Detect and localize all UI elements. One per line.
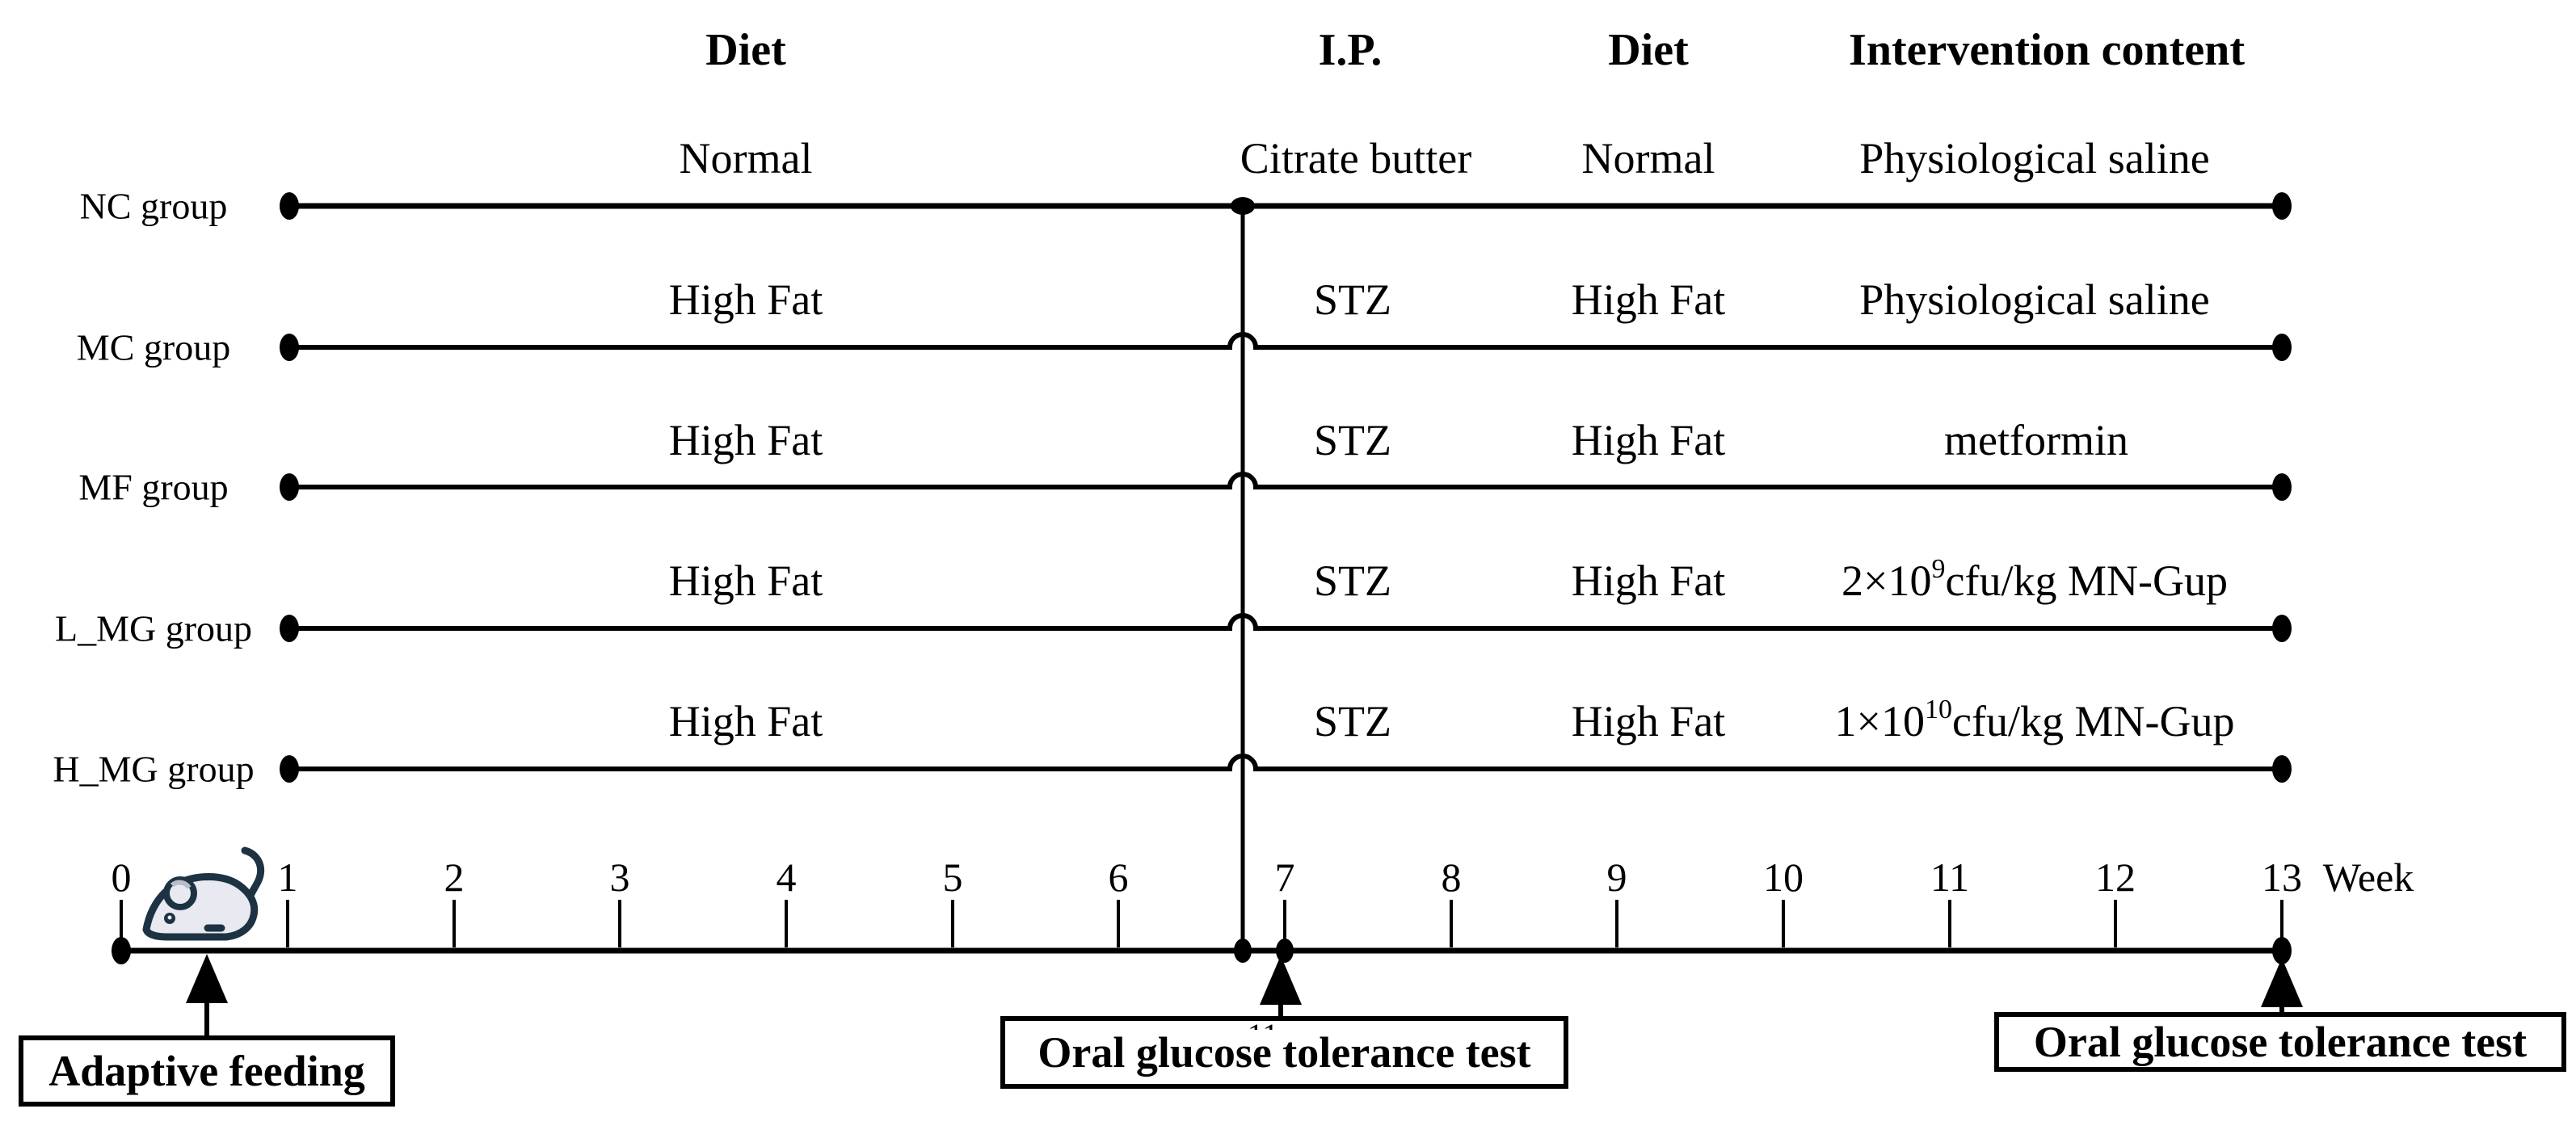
adaptive-feeding-label: Adaptive feeding	[48, 1047, 365, 1095]
week-tick-label-8: 8	[1441, 855, 1462, 900]
week-tick-marks	[120, 900, 2283, 947]
week-tick-label-12: 12	[2095, 855, 2136, 900]
group-line-mc	[289, 332, 2282, 350]
mc-diet-post: High Fat	[1571, 275, 1726, 324]
week-axis-unit-label: Week	[2322, 855, 2414, 900]
hmg-dose-mantissa: 1×10	[1834, 697, 1926, 746]
adaptive-feeding-arrow-icon	[186, 954, 228, 1039]
week-tick-label-3: 3	[609, 855, 630, 900]
column-header-intervention: Intervention content	[1849, 25, 2245, 75]
lmg-dose-mantissa: 2×10	[1842, 556, 1932, 605]
group-label-nc: NC group	[79, 185, 228, 227]
week-tick-label-13: 13	[2262, 855, 2302, 900]
overlapped-week-label: 11	[1235, 1021, 1291, 1030]
group-label-mc: MC group	[76, 326, 231, 368]
column-header-diet-post: Diet	[1608, 25, 1689, 75]
lmg-ip: STZ	[1313, 556, 1392, 605]
mouse-inner-ear	[170, 880, 192, 889]
nc-diet-post: Normal	[1581, 134, 1715, 183]
hmg-ip: STZ	[1313, 697, 1392, 746]
week-tick-label-2: 2	[444, 855, 465, 900]
ogtt-week13-arrow-icon	[2261, 958, 2303, 1017]
mc-intervention: Physiological saline	[1859, 275, 2210, 324]
lmg-diet-post: High Fat	[1571, 556, 1726, 605]
lmg-dose-exponent: 9	[1931, 554, 1946, 584]
nc-diet-pre: Normal	[679, 134, 813, 183]
lmg-intervention: 2×109cfu/kg MN-Gup	[1842, 554, 2228, 606]
mouse-body	[142, 873, 259, 941]
group-label-mf: MF group	[78, 466, 229, 508]
nc-intervention: Physiological saline	[1859, 134, 2210, 183]
hmg-diet-post: High Fat	[1571, 697, 1726, 746]
mouse-eye-highlight	[167, 915, 172, 920]
mouse-icon	[142, 846, 264, 941]
hmg-dose-exponent: 10	[1925, 695, 1953, 724]
week-tick-label-6: 6	[1108, 855, 1129, 900]
group-label-lmg: L_MG group	[54, 607, 253, 649]
lmg-dose-suffix: cfu/kg MN-Gup	[1945, 556, 2228, 605]
group-line-hmg	[289, 754, 2282, 771]
timeline-endpoint-dots	[112, 192, 2292, 964]
hmg-dose-suffix: cfu/kg MN-Gup	[1952, 697, 2235, 746]
week-tick-label-10: 10	[1763, 855, 1804, 900]
column-header-ip: I.P.	[1318, 25, 1383, 75]
week-tick-label-7: 7	[1274, 855, 1295, 900]
column-header-diet-pre: Diet	[705, 25, 786, 75]
ogtt-week7-arrow-icon	[1260, 956, 1302, 1021]
ogtt-week7-label: Oral glucose tolerance test	[1038, 1028, 1531, 1077]
nc-ip: Citrate butter	[1240, 134, 1472, 183]
week-tick-label-4: 4	[776, 855, 797, 900]
week-tick-label-11: 11	[1930, 855, 1970, 900]
lmg-diet-pre: High Fat	[668, 556, 823, 605]
ogtt-box-week13: Oral glucose tolerance test	[1994, 1012, 2566, 1072]
adaptive-feeding-box: Adaptive feeding	[19, 1035, 395, 1107]
mf-diet-post: High Fat	[1571, 416, 1726, 464]
mc-ip: STZ	[1313, 275, 1392, 324]
mc-diet-pre: High Fat	[668, 275, 823, 324]
mf-ip: STZ	[1313, 416, 1392, 464]
mf-diet-pre: High Fat	[668, 416, 823, 464]
mf-intervention: metformin	[1944, 416, 2128, 464]
group-line-lmg	[289, 613, 2282, 631]
week-tick-label-1: 1	[277, 855, 298, 900]
week-tick-label-5: 5	[942, 855, 963, 900]
ogtt-week13-label: Oral glucose tolerance test	[2033, 1018, 2528, 1066]
week-tick-label-0: 0	[111, 855, 132, 900]
hmg-intervention: 1×1010cfu/kg MN-Gup	[1834, 695, 2235, 746]
ogtt-box-week7: Oral glucose tolerance test	[1000, 1016, 1568, 1089]
hmg-diet-pre: High Fat	[668, 697, 823, 746]
group-label-hmg: H_MG group	[53, 748, 255, 790]
group-line-mf	[289, 472, 2282, 489]
week-tick-label-9: 9	[1606, 855, 1627, 900]
